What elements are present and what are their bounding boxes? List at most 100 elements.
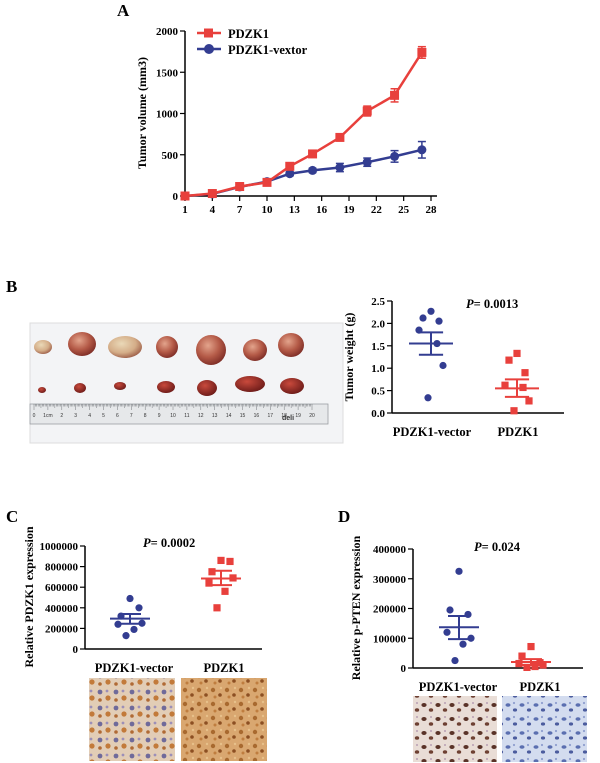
data-point (531, 662, 539, 671)
data-point (362, 157, 372, 167)
data-point (464, 610, 472, 619)
ruler-number: 16 (254, 413, 260, 419)
ruler-number: 12 (198, 413, 204, 419)
y-tick-label: 0 (73, 644, 79, 656)
data-point (135, 604, 143, 612)
legend-marker-vextor (204, 44, 214, 54)
tumor (278, 333, 304, 357)
p-symbol: P (474, 540, 482, 554)
tumor (235, 376, 265, 392)
data-point (451, 656, 459, 665)
ruler-number: 20 (309, 413, 315, 419)
tumor (68, 332, 96, 356)
tumor (34, 340, 52, 354)
y-tick-label: 200000 (45, 623, 79, 635)
ruler-number: 18 (281, 413, 287, 419)
y-tick-label: 100000 (373, 633, 407, 645)
ruler-number: 3 (74, 413, 77, 419)
category-label: PDZK1-vector (393, 425, 472, 439)
x-tick-label: 22 (371, 204, 383, 216)
data-point (525, 397, 533, 405)
p-value: P= 0.024 (474, 540, 521, 554)
category-label: PDZK1 (520, 680, 561, 694)
y-tick-label: 400000 (373, 544, 407, 556)
y-tick-label: 2.0 (371, 318, 385, 330)
ruler-number: 6 (116, 413, 119, 419)
y-tick-label: 2.5 (371, 296, 385, 308)
x-tick-label: 16 (316, 204, 328, 216)
y-tick-label: 200000 (373, 604, 407, 616)
panel-d-scatter-chart: Relative p-PTEN expression 0 100000 200000… (349, 535, 587, 762)
data-point (114, 620, 122, 628)
p-symbol: P (466, 297, 474, 311)
ruler-body (29, 403, 329, 425)
y-tick-label: 0.0 (371, 408, 385, 420)
y-axis-title: Tumor weight (g) (342, 313, 356, 402)
y-tick-label: 1000 (156, 109, 179, 121)
data-point (126, 594, 134, 603)
data-point (523, 663, 531, 672)
x-tick-label: 10 (262, 204, 274, 216)
data-point (217, 556, 225, 565)
data-point (527, 642, 535, 651)
data-point (419, 314, 427, 322)
photo-frame (29, 322, 344, 444)
y-tick-label: 1500 (156, 67, 179, 79)
data-point (510, 407, 518, 415)
data-point (521, 369, 529, 377)
data-point (417, 47, 427, 57)
y-tick-label: 600000 (45, 582, 79, 594)
panel-c-scatter-chart: Relative PDZK1 expression 0 200000 400000 6… (22, 526, 267, 761)
p-symbol: P (143, 536, 151, 550)
data-point (205, 579, 213, 587)
ruler-number: 19 (295, 413, 301, 419)
ruler-number: 9 (158, 413, 161, 419)
y-axis-title: Relative PDZK1 expression (22, 526, 36, 667)
ihc-image-pdzk1 (502, 696, 587, 762)
tumor (196, 335, 226, 365)
tumor (157, 381, 175, 393)
ruler-number: 15 (240, 413, 246, 419)
ruler-number: 2 (60, 413, 63, 419)
panel-b-label: B (6, 277, 17, 296)
p-value-text: = 0.024 (482, 540, 521, 554)
data-point (390, 90, 400, 100)
data-point (515, 659, 523, 668)
data-point (180, 191, 190, 201)
panel-c-label: C (6, 507, 18, 526)
data-point (285, 169, 295, 179)
x-tick-label: 25 (398, 204, 410, 216)
y-tick-label: 400000 (45, 603, 79, 615)
data-point (308, 165, 318, 175)
y-tick-label: 1000000 (40, 541, 79, 553)
data-point (390, 151, 400, 161)
y-tick-label: 500 (162, 150, 179, 162)
data-point (505, 356, 513, 364)
ihc-image-vector (413, 696, 497, 762)
ruler-number: 17 (268, 413, 274, 419)
ruler-number: 0 (33, 413, 36, 419)
data-point (208, 568, 216, 576)
y-tick-label: 2000 (156, 26, 179, 38)
ruler-number: 7 (130, 413, 133, 419)
p-value: P= 0.0002 (143, 536, 195, 550)
x-tick-label: 28 (426, 204, 438, 216)
series-line-pdzk1 (184, 51, 423, 198)
panel-a-line-chart: Tumor volume (mm3) 0 500 1000 1500 2000 1 4 7 1… (135, 26, 437, 216)
data-point (459, 640, 467, 648)
tumor (197, 380, 217, 396)
data-point (362, 106, 372, 116)
data-point (262, 177, 272, 187)
y-tick-label: 0 (173, 191, 179, 203)
x-tick-label: 19 (344, 204, 356, 216)
category-label: PDZK1-vector (95, 661, 174, 675)
x-tick-label: 1 (182, 204, 188, 216)
y-tick-label: 0 (401, 663, 407, 675)
category-label: PDZK1 (498, 425, 539, 439)
legend-label-pdzk1: PDZK1 (228, 27, 269, 41)
data-point (439, 361, 447, 370)
panel-a-label: A (117, 1, 130, 20)
tumor-photo: 0 1cm 2 3 4 5 6 7 8 9 10 11 12 13 14 15 16 17 18 19 20 deli (29, 322, 344, 444)
data-point (417, 145, 427, 155)
data-point (424, 394, 432, 402)
